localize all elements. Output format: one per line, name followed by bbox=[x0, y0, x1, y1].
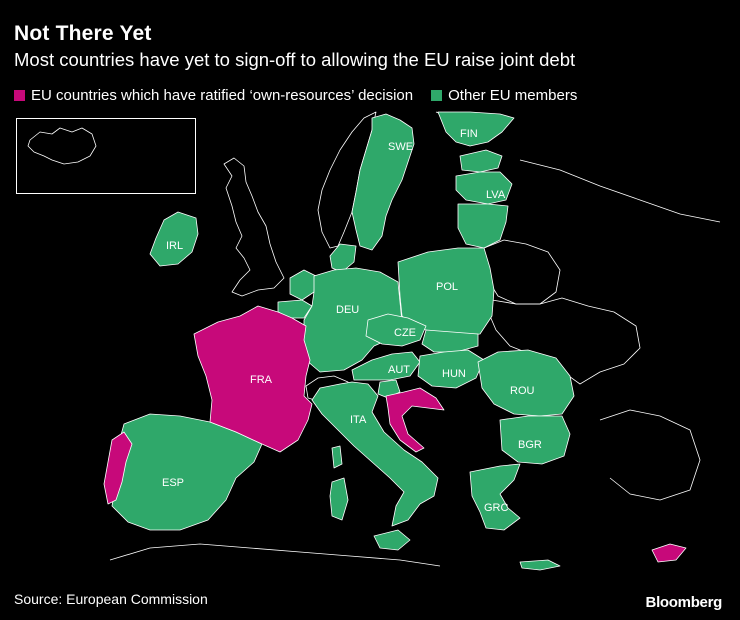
country-lva bbox=[455, 171, 513, 205]
country-hrv bbox=[385, 387, 445, 453]
norway-outline bbox=[317, 111, 377, 249]
country-irl bbox=[149, 211, 199, 267]
country-bgr bbox=[499, 415, 571, 465]
label-cze: CZE bbox=[394, 327, 416, 339]
country-est bbox=[459, 149, 503, 173]
label-grc: GRC bbox=[484, 502, 509, 514]
ukraine-outline bbox=[489, 297, 641, 385]
label-ita: ITA bbox=[350, 414, 367, 426]
country-aut bbox=[351, 351, 421, 381]
chart-subtitle: Most countries have yet to sign-off to a… bbox=[14, 49, 576, 70]
country-prt bbox=[103, 431, 133, 505]
black-sea-coast bbox=[599, 409, 701, 501]
legend-swatch-ratified bbox=[14, 90, 25, 101]
country-swe bbox=[351, 113, 415, 251]
africa-coast bbox=[109, 543, 441, 567]
country-hun bbox=[417, 349, 485, 389]
country-fra-corsica bbox=[331, 445, 343, 469]
country-ltu bbox=[457, 203, 509, 249]
legend-item-other: Other EU members bbox=[431, 87, 577, 104]
label-deu: DEU bbox=[336, 304, 359, 316]
uk-outline bbox=[223, 157, 285, 297]
country-nld bbox=[289, 269, 317, 301]
label-irl: IRL bbox=[166, 240, 183, 252]
legend-swatch-other bbox=[431, 90, 443, 101]
country-cyp bbox=[651, 543, 687, 563]
legend-item-ratified: EU countries which have ratified ‘own-re… bbox=[14, 87, 413, 104]
label-fin: FIN bbox=[460, 128, 478, 140]
source-note: Source: European Commission bbox=[14, 591, 208, 607]
label-fra: FRA bbox=[250, 374, 273, 386]
chart-title: Not There Yet bbox=[14, 22, 152, 45]
label-hun: HUN bbox=[442, 368, 466, 380]
country-svk bbox=[421, 329, 479, 353]
label-aut: AUT bbox=[388, 364, 410, 376]
iceland-inset-frame bbox=[16, 118, 196, 194]
country-rou bbox=[477, 349, 575, 417]
country-fin bbox=[437, 111, 515, 147]
country-cze bbox=[365, 313, 427, 347]
label-pol: POL bbox=[436, 281, 458, 293]
country-grc-crete bbox=[519, 559, 561, 571]
country-fra bbox=[193, 305, 313, 453]
country-deu bbox=[303, 267, 403, 373]
label-swe: SWE bbox=[388, 141, 413, 153]
country-ita bbox=[311, 381, 439, 527]
country-ita-sardinia bbox=[329, 477, 349, 521]
belarus-outline bbox=[483, 239, 561, 305]
bloomberg-logo: Bloomberg bbox=[645, 594, 723, 611]
country-grc bbox=[469, 463, 521, 531]
russia-edge bbox=[519, 159, 721, 223]
label-lva: LVA bbox=[486, 189, 506, 201]
country-dnk bbox=[329, 243, 357, 273]
label-esp: ESP bbox=[162, 477, 184, 489]
legend-label-other: Other EU members bbox=[448, 87, 578, 104]
legend: EU countries which have ratified ‘own-re… bbox=[14, 87, 595, 104]
label-rou: ROU bbox=[510, 385, 535, 397]
label-bgr: BGR bbox=[518, 439, 542, 451]
iceland-outline bbox=[27, 127, 97, 165]
country-ita-sicily bbox=[373, 529, 411, 551]
legend-label-ratified: EU countries which have ratified ‘own-re… bbox=[31, 87, 414, 104]
